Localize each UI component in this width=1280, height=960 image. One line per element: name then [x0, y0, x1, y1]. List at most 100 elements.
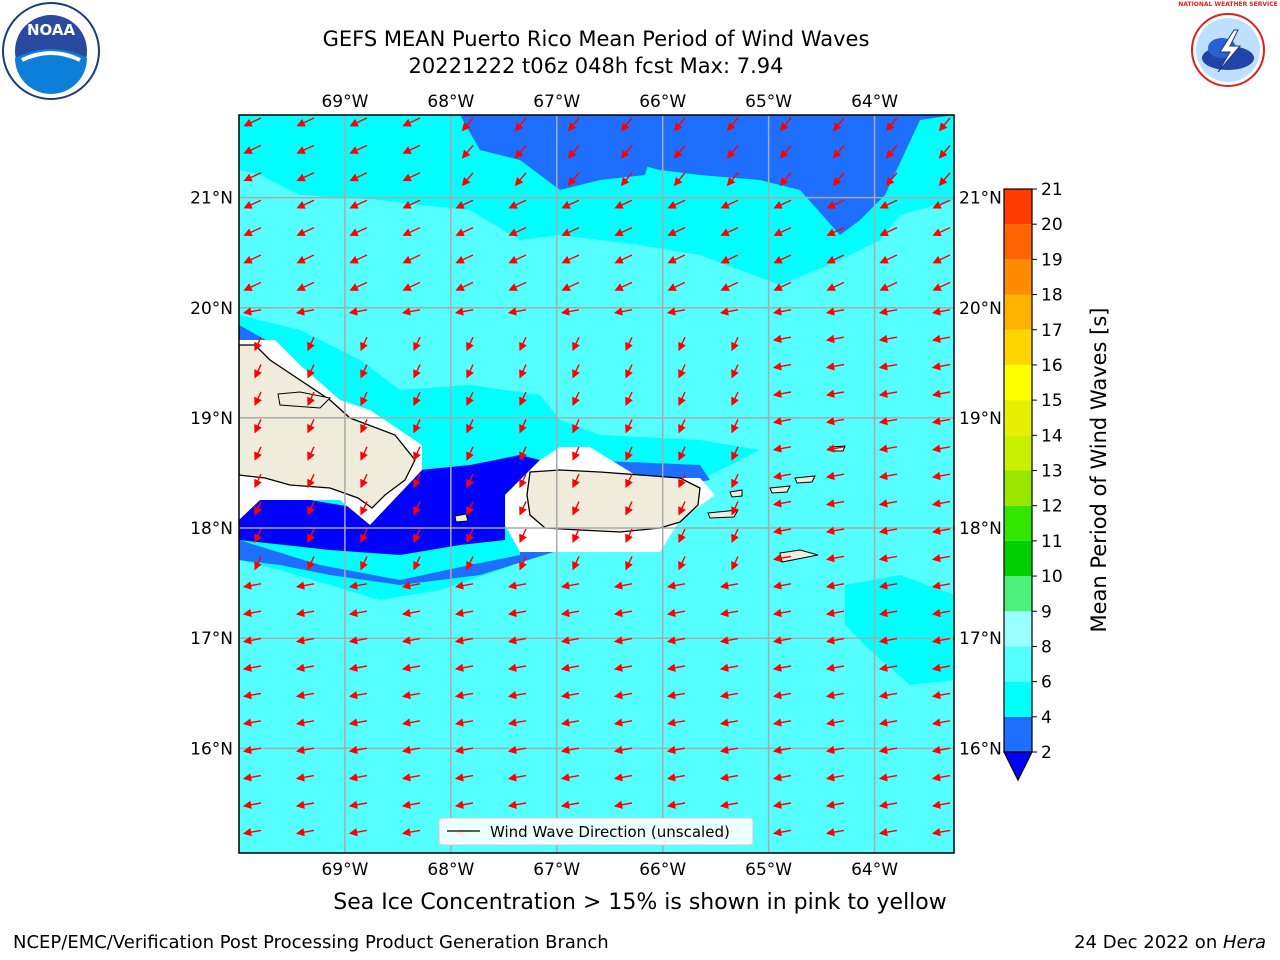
- wave-arrow: [295, 828, 315, 837]
- wave-arrow: [507, 608, 527, 618]
- colorbar-segment: [1004, 681, 1032, 717]
- wave-arrow: [455, 281, 474, 291]
- wave-arrow: [507, 691, 527, 700]
- wave-arrow: [825, 800, 845, 809]
- wave-arrow: [613, 800, 633, 809]
- wave-arrow: [719, 745, 739, 755]
- wave-arrow: [466, 473, 474, 489]
- wave-arrow: [401, 608, 421, 618]
- wave-arrow: [613, 608, 633, 618]
- map-subtitle: 20221222 t06z 048h fcst Max: 7.94: [408, 54, 784, 78]
- wave-arrow: [519, 446, 527, 461]
- colorbar-tick-label: 4: [1041, 708, 1052, 728]
- wave-arrow: [466, 364, 474, 379]
- wave-arrow: [348, 581, 368, 590]
- wave-arrow: [731, 501, 739, 516]
- wave-arrow: [878, 773, 898, 782]
- colorbar-segment: [1004, 435, 1032, 471]
- wave-arrow: [878, 663, 898, 672]
- wave-arrow: [507, 800, 527, 809]
- colorbar-segment: [1004, 329, 1032, 365]
- wave-arrow: [360, 473, 368, 489]
- wave-arrow: [731, 336, 739, 352]
- lat-label-right: 21°N: [959, 189, 1002, 209]
- wave-arrow: [295, 608, 315, 618]
- lat-label-right: 16°N: [959, 739, 1002, 759]
- wave-arrow: [307, 556, 315, 571]
- wave-arrow: [667, 281, 686, 291]
- wave-arrow: [243, 281, 262, 291]
- wave-arrow: [720, 226, 739, 237]
- wave-arrow: [519, 501, 527, 516]
- wave-arrow: [360, 419, 368, 434]
- wave-arrow: [932, 254, 951, 264]
- wave-arrow: [931, 334, 951, 344]
- wave-arrow: [620, 117, 633, 132]
- wave-arrow: [242, 828, 262, 837]
- wave-arrow: [560, 663, 580, 672]
- wave-arrow: [254, 528, 262, 543]
- wave-arrow: [242, 800, 262, 809]
- footer-date: 24 Dec 2022 on Hera: [1074, 932, 1266, 953]
- wave-arrow: [572, 501, 580, 516]
- colorbar-segment: [1004, 470, 1032, 506]
- footer-host: Hera: [1222, 932, 1266, 953]
- wave-arrow: [296, 254, 315, 264]
- colorbar-segment: [1004, 716, 1032, 752]
- wave-arrow: [879, 281, 898, 291]
- map-title: GEFS MEAN Puerto Rico Mean Period of Win…: [322, 27, 870, 51]
- wave-arrow: [667, 226, 686, 237]
- puerto-rico-land: [526, 469, 701, 533]
- wave-arrow: [348, 691, 368, 700]
- wave-arrow: [878, 636, 898, 645]
- virgin-island-2: [794, 475, 816, 484]
- wave-arrow: [731, 419, 739, 434]
- colorbar-segment: [1004, 400, 1032, 436]
- wave-arrow: [507, 773, 527, 782]
- wave-arrow: [932, 199, 951, 209]
- wave-arrow: [666, 745, 686, 755]
- wave-arrow: [348, 608, 368, 618]
- wave-arrow: [413, 364, 421, 379]
- colorbar-segment: [1004, 576, 1032, 612]
- wave-arrow: [825, 526, 845, 535]
- wave-arrow: [678, 419, 686, 434]
- wave-arrow: [296, 172, 315, 182]
- wave-arrow: [507, 745, 527, 755]
- wave-arrow: [931, 471, 951, 481]
- wave-arrow: [931, 745, 951, 755]
- colorbar-tick-label: 13: [1041, 462, 1063, 482]
- wave-arrow: [931, 828, 951, 837]
- footer-branch: NCEP/EMC/Verification Post Processing Pr…: [13, 932, 609, 953]
- wave-arrow: [726, 144, 739, 159]
- wave-arrow: [349, 144, 368, 154]
- wave-arrow: [825, 362, 845, 371]
- wave-arrow: [772, 471, 792, 481]
- lat-label-left: 17°N: [190, 629, 233, 649]
- wave-arrow: [466, 336, 474, 352]
- wave-arrow: [731, 446, 739, 461]
- wave-arrow: [931, 691, 951, 700]
- wave-arrow: [878, 828, 898, 837]
- wave-arrow: [772, 663, 792, 672]
- lat-label-right: 17°N: [959, 629, 1002, 649]
- wave-arrow: [560, 773, 580, 782]
- wave-arrow: [242, 636, 262, 645]
- wave-arrow: [401, 745, 421, 755]
- colorbar-tick-label: 17: [1041, 321, 1063, 341]
- wave-arrow: [295, 718, 315, 727]
- map-area: [239, 115, 954, 853]
- wave-arrow: [348, 663, 368, 672]
- wave-arrow: [254, 473, 262, 489]
- wave-arrow: [519, 364, 527, 379]
- colorbar-tick-label: 19: [1041, 250, 1063, 270]
- wave-arrow: [243, 144, 262, 154]
- wave-arrow: [561, 199, 580, 209]
- vieques-island: [707, 509, 739, 519]
- lat-label-left: 20°N: [190, 299, 233, 319]
- wave-arrow: [413, 446, 421, 461]
- wave-arrow: [243, 226, 262, 237]
- wave-arrow: [519, 556, 527, 571]
- wave-arrow: [719, 800, 739, 809]
- footer-date-text: 24 Dec 2022 on: [1074, 932, 1223, 953]
